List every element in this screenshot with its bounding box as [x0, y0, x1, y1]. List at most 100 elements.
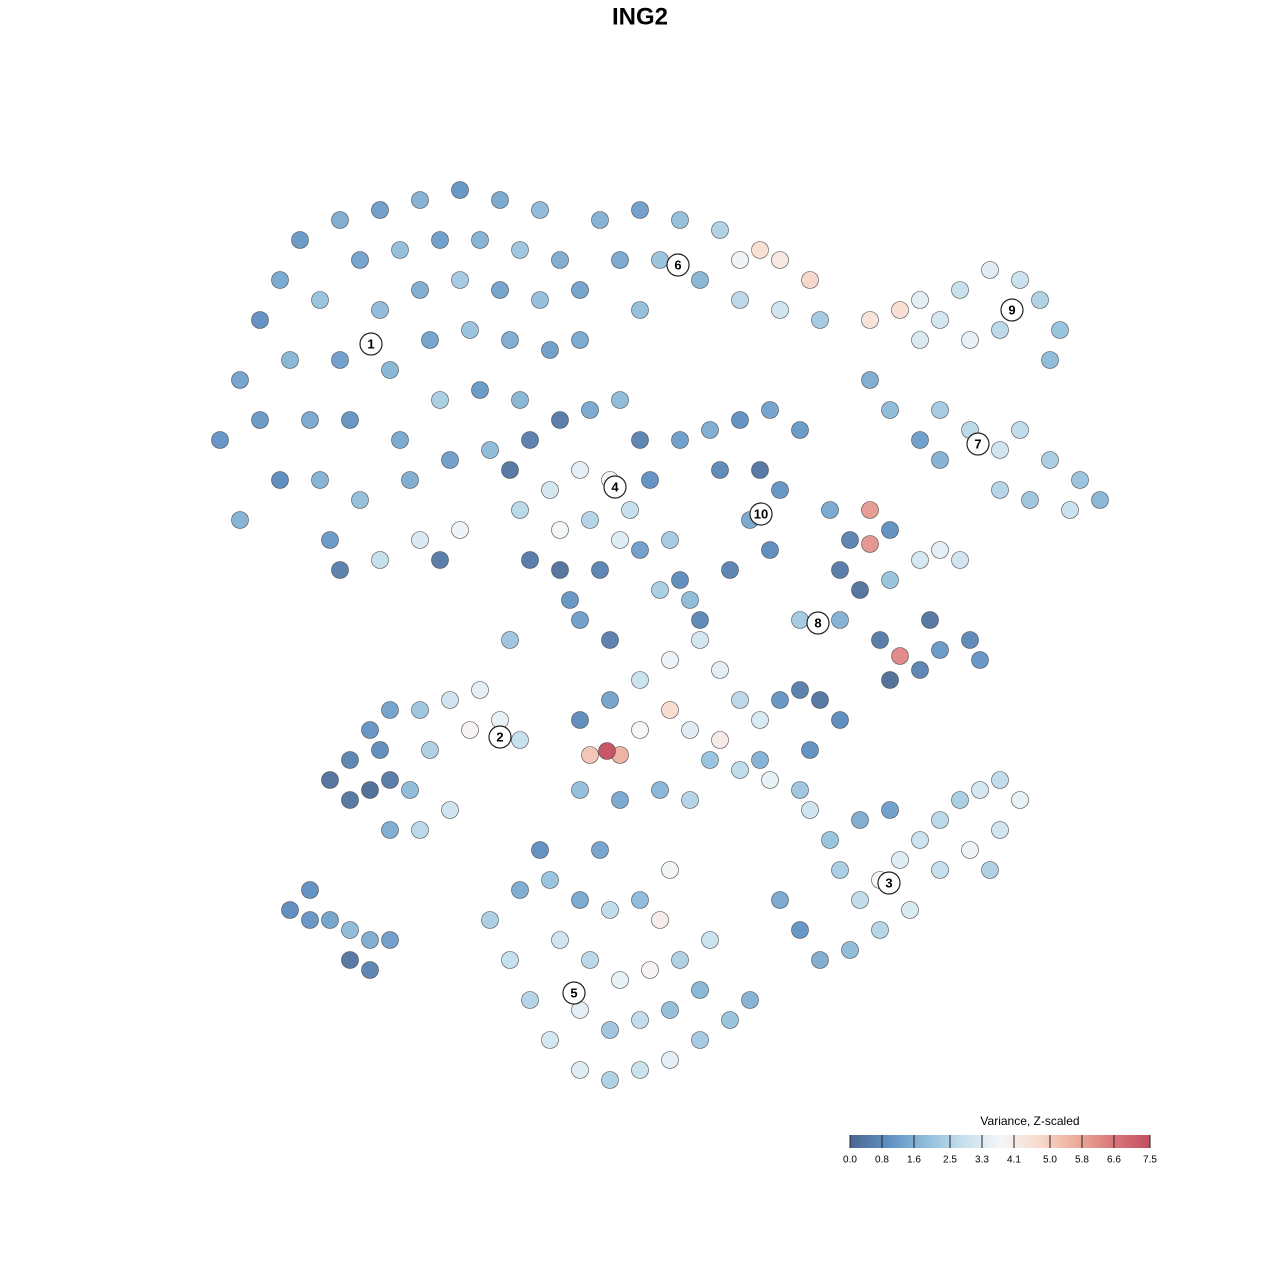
point: [951, 281, 969, 299]
chart-title: ING2: [612, 3, 668, 30]
point: [521, 431, 539, 449]
cluster-label-bg: [488, 725, 512, 749]
point: [551, 931, 569, 949]
point: [511, 881, 529, 899]
point: [951, 551, 969, 569]
point: [801, 741, 819, 759]
point: [631, 301, 649, 319]
point: [291, 231, 309, 249]
point: [451, 271, 469, 289]
point: [691, 631, 709, 649]
point: [1061, 501, 1079, 519]
point: [801, 801, 819, 819]
point: [1071, 471, 1089, 489]
point: [771, 481, 789, 499]
point: [651, 911, 669, 929]
cluster-label-bg: [877, 871, 901, 895]
point: [701, 421, 719, 439]
cluster-label: 6: [674, 257, 681, 272]
point: [471, 381, 489, 399]
point: [461, 721, 479, 739]
point: [641, 471, 659, 489]
colorbar-tick-label: 2.5: [943, 1155, 957, 1166]
point: [691, 611, 709, 629]
point: [611, 971, 629, 989]
point: [761, 541, 779, 559]
point: [861, 311, 879, 329]
point: [631, 201, 649, 219]
point: [551, 521, 569, 539]
point: [531, 291, 549, 309]
point: [631, 1011, 649, 1029]
point: [601, 1071, 619, 1089]
point: [361, 931, 379, 949]
point: [331, 561, 349, 579]
cluster-label-bg: [966, 432, 990, 456]
point: [1031, 291, 1049, 309]
point: [621, 501, 639, 519]
point: [361, 781, 379, 799]
point: [871, 921, 889, 939]
colorbar-tick-label: 1.6: [907, 1155, 921, 1166]
colorbar: Variance, Z-scaled 0.0 0.8 1.6 2.5 3.3 4.1 5.0…: [843, 1114, 1157, 1165]
point: [961, 631, 979, 649]
point: [1011, 271, 1029, 289]
point: [951, 791, 969, 809]
point: [911, 431, 929, 449]
point: [591, 561, 609, 579]
point: [371, 301, 389, 319]
point: [741, 991, 759, 1009]
point: [431, 391, 449, 409]
point: [611, 791, 629, 809]
point: [891, 851, 909, 869]
point: [1041, 451, 1059, 469]
point: [381, 361, 399, 379]
point: [631, 721, 649, 739]
point: [831, 611, 849, 629]
point: [521, 991, 539, 1009]
point: [691, 981, 709, 999]
colorbar-tick-label: 6.6: [1107, 1155, 1121, 1166]
point: [381, 701, 399, 719]
point: [511, 241, 529, 259]
point: [531, 201, 549, 219]
point: [231, 511, 249, 529]
point: [361, 961, 379, 979]
cluster-label-bg: [562, 981, 586, 1005]
point: [851, 811, 869, 829]
point: [431, 551, 449, 569]
point: [671, 431, 689, 449]
point: [341, 921, 359, 939]
point: [341, 751, 359, 769]
point: [531, 841, 549, 859]
point: [711, 731, 729, 749]
point: [991, 441, 1009, 459]
point: [881, 401, 899, 419]
point: [921, 611, 939, 629]
point: [611, 391, 629, 409]
point: [271, 271, 289, 289]
cluster-label-bg: [603, 475, 627, 499]
point: [981, 261, 999, 279]
point: [631, 891, 649, 909]
point: [511, 501, 529, 519]
point: [851, 581, 869, 599]
point: [341, 411, 359, 429]
point: [811, 311, 829, 329]
point: [771, 301, 789, 319]
point: [431, 231, 449, 249]
point: [861, 535, 879, 553]
points: [211, 181, 1109, 1089]
point: [731, 691, 749, 709]
point: [301, 411, 319, 429]
cluster-label: 5: [570, 985, 577, 1000]
point: [831, 861, 849, 879]
point: [1011, 421, 1029, 439]
point: [541, 1031, 559, 1049]
point: [661, 651, 679, 669]
point: [581, 746, 599, 764]
cluster-label-bg: [749, 502, 773, 526]
point: [441, 801, 459, 819]
point: [911, 291, 929, 309]
point: [711, 461, 729, 479]
